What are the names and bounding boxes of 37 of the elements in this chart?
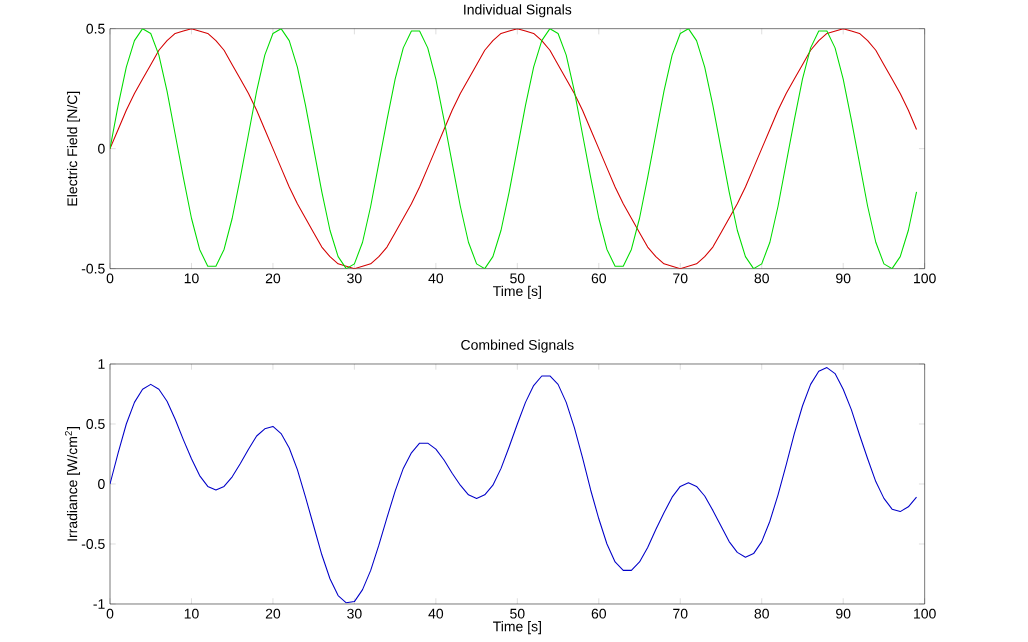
y-tick-label: 0 [98,143,105,154]
x-axis-title: Time [s] [493,285,541,299]
x-tick-label: 50 [510,273,525,284]
y-tick-label: -1 [93,599,105,609]
line-series [110,367,918,604]
x-tick-label: 0 [106,608,114,619]
x-tick-label: 100 [914,608,936,619]
x-axis-title: Time [s] [493,621,541,635]
y-axis-title: Electric Field [N/C] [66,91,81,206]
x-tick-label: 100 [914,273,936,284]
y-tick-label: -0.5 [81,263,105,274]
x-tick-label: 90 [836,608,851,619]
x-tick-label: 70 [673,608,688,619]
x-tick-label: 20 [265,608,281,619]
x-tick-label: 0 [106,273,114,284]
x-tick-label: 80 [754,273,769,284]
x-tick-label: 80 [754,608,769,619]
x-tick-label: 50 [510,608,525,619]
x-tick-label: 60 [591,273,607,284]
y-tick-label: -0.5 [81,539,105,549]
y-axis-title: Irradiance [W/cm$^{2}$] [64,427,81,541]
x-tick-label: 30 [347,273,362,284]
x-tick-label: 30 [347,608,362,619]
chart-title: Combined Signals [461,339,574,353]
x-tick-label: 70 [673,273,688,284]
x-tick-label: 10 [184,608,199,619]
x-tick-label: 90 [836,273,851,284]
x-tick-label: 60 [591,608,607,619]
x-tick-label: 20 [265,273,281,284]
x-tick-label: 40 [428,608,444,619]
y-tick-label: 0.5 [86,23,105,34]
x-tick-label: 40 [428,273,444,284]
y-tick-label: 1 [98,359,105,369]
y-tick-label: 0 [98,479,105,489]
chart-title: Individual Signals [464,4,572,18]
x-tick-label: 10 [184,273,199,284]
y-tick-label: 0.5 [86,419,105,429]
